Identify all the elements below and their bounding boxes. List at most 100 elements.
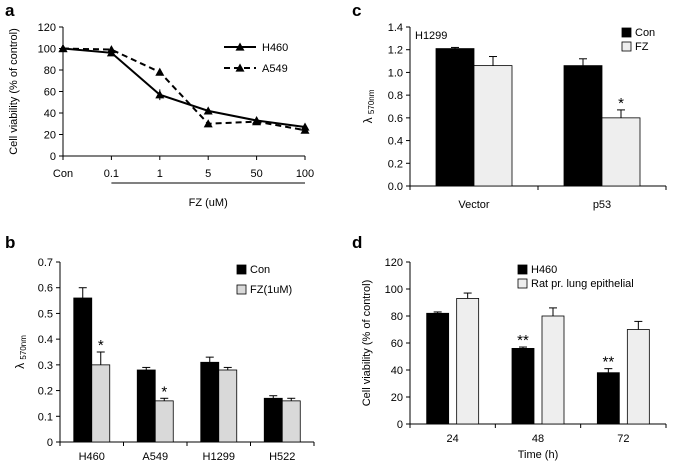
y-tick-label: 1.0 [388,67,403,79]
y-tick-label: 100 [38,44,56,56]
y-tick-label: 60 [44,87,56,99]
panel-a-line-chart: Cell viability (% of control)02040608010… [8,22,314,209]
y-tick-label: 1.4 [388,22,403,34]
bar-FZ(1uM) [218,369,238,443]
legend-marker-A549 [235,63,245,72]
bar-Con [200,361,220,443]
y-tick-label: 0.1 [38,411,53,423]
x-tick-label: 24 [447,433,459,445]
y-tick-label: 120 [385,257,403,269]
panel-d-bar-chart: Cell viability (% of control) 0 20 40 60 80 10… [361,257,667,461]
y-tick-label: 60 [391,338,403,350]
panel-c-bar-chart: H1299 λ 570nm 0.0 0.2 0.4 0.6 0.8 1.0 1.2 1.4 Vect… [361,22,667,211]
bar-Con [136,369,156,443]
legend-swatch-Rat pr. lung epithelial [517,278,528,289]
legend-swatch-H460 [517,264,528,275]
bar-Con [563,65,603,187]
data-point-H460 [155,90,165,99]
bar-H460 [426,312,450,425]
x-tick-label: 48 [532,433,544,445]
y-tick-label: 0 [397,419,403,431]
panel-letter-c: c [352,1,361,20]
panel-letter-b: b [5,233,15,252]
bar-Rat pr. lung epithelial [541,315,565,425]
x-tick-label: 1 [157,168,163,180]
y-tick-label: 0 [47,437,53,449]
significance-mark: * [618,95,624,112]
y-tick-label: 20 [391,392,403,404]
legend-label-H460: H460 [531,264,557,276]
panel-letter-a: a [5,1,15,20]
legend-label-Rat pr. lung epithelial: Rat pr. lung epithelial [531,278,634,290]
legend-swatch-Con [621,27,632,38]
y-tick-label: 0.7 [38,257,53,269]
significance-mark: * [98,337,104,354]
bar-FZ [601,117,641,187]
x-axis-label: FZ (uM) [189,197,228,209]
y-tick-label: 0.4 [38,334,53,346]
y-axis-label: λ 570nm [361,89,376,123]
bar-Rat pr. lung epithelial [626,329,650,425]
x-tick-label: 50 [250,168,262,180]
y-tick-label: 0.6 [38,283,53,295]
legend-swatch-FZ(1uM) [236,284,247,295]
legend-label-H460: H460 [262,42,288,54]
significance-mark: ** [517,332,529,349]
bar-H460 [511,347,535,425]
legend-label-FZ: FZ [635,41,649,53]
y-tick-label: 0.0 [388,181,403,193]
y-tick-label: 1.2 [388,45,403,57]
legend-label-Con: Con [250,264,270,276]
bar-Con [73,297,93,443]
y-tick-label: 80 [44,65,56,77]
y-tick-label: 0.3 [38,360,53,372]
y-tick-label: 40 [44,108,56,120]
significance-mark: * [161,383,167,400]
y-tick-label: 0.8 [388,90,403,102]
y-tick-label: 80 [391,311,403,323]
series-line-A549 [62,47,306,132]
x-tick-label: Vector [458,199,490,211]
y-axis-label: Cell viability (% of control) [361,280,373,407]
x-axis-label: Time (h) [518,449,559,461]
x-tick-label: 72 [617,433,629,445]
chart-title: H1299 [415,30,447,42]
bar-Rat pr. lung epithelial [456,298,480,425]
bar-Con [263,397,283,443]
data-point-H460 [203,106,213,115]
x-tick-label: p53 [593,199,611,211]
data-point-A549 [155,67,165,76]
x-tick-label: Con [53,168,73,180]
bar-Con [435,48,475,187]
legend-label-A549: A549 [262,63,288,75]
panel-letter-d: d [352,233,362,252]
bar-FZ(1uM) [91,364,111,443]
x-tick-label: 0.1 [104,168,119,180]
legend-swatch-Con [236,264,247,275]
x-tick-label: H1299 [203,451,235,463]
y-tick-label: 0.4 [388,136,403,148]
significance-mark: ** [602,354,614,371]
y-tick-label: 100 [385,284,403,296]
data-point-A549 [58,44,68,53]
bar-H460 [596,372,620,425]
x-tick-label: 5 [205,168,211,180]
data-point-A549 [252,117,262,126]
y-tick-label: 0.2 [388,158,403,170]
series-line-H460 [62,47,306,128]
data-point-A549 [106,45,116,54]
y-tick-label: 0.5 [38,308,53,320]
legend-swatch-FZ [621,41,632,52]
x-tick-label: 100 [296,168,314,180]
legend-marker-H460 [235,42,245,51]
y-tick-label: 0 [50,151,56,163]
panel-b-bar-chart: λ 570nm 0 0.1 0.2 0.3 0.4 0.5 0.6 0.7 H460 A549 H12… [13,257,315,463]
x-tick-label: H522 [269,451,295,463]
y-tick-label: 120 [38,22,56,34]
x-tick-label: A549 [142,451,168,463]
y-axis-label: λ 570nm [13,335,28,369]
y-tick-label: 40 [391,365,403,377]
data-point-A549 [300,125,310,134]
y-axis-label: Cell viability (% of control) [8,28,20,155]
